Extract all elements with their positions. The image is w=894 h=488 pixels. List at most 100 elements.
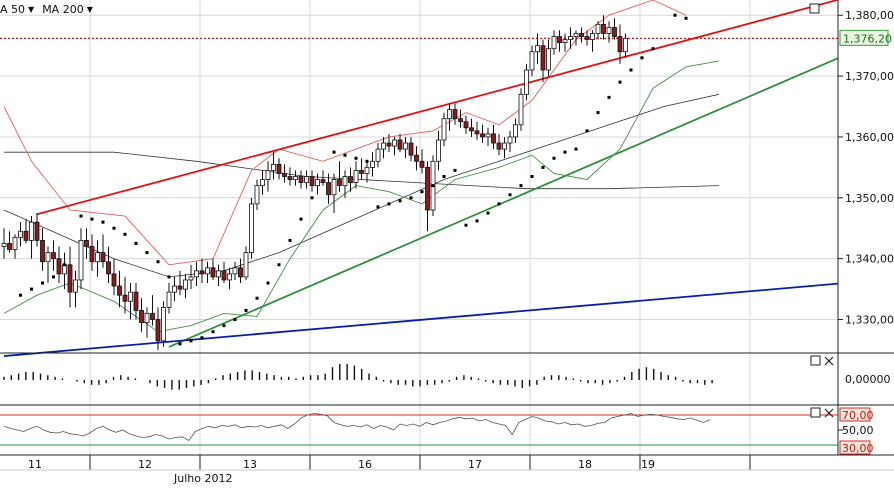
close-icon[interactable] (824, 356, 834, 366)
candle-down (557, 36, 562, 44)
candle-down (612, 26, 617, 37)
candle-down (221, 270, 227, 281)
candle-up (403, 142, 408, 150)
candle-down (106, 261, 111, 275)
candle-up (375, 148, 381, 162)
candle-up (216, 270, 221, 278)
price-marker-box (839, 29, 889, 46)
candle-down (34, 221, 40, 241)
sar-dot (519, 184, 523, 188)
ma50-dropdown[interactable]: A 50 ▼ (0, 3, 34, 16)
window-icon[interactable] (810, 355, 821, 366)
sar-dot (310, 196, 314, 200)
candle-up (205, 267, 210, 275)
sar-dot (442, 175, 446, 178)
candle-up (18, 230, 23, 238)
close-icon[interactable] (824, 408, 834, 418)
candle-up (144, 313, 150, 323)
sar-dot (354, 156, 358, 160)
sar-dot (233, 318, 237, 322)
candle-up (243, 252, 249, 278)
window-icon[interactable] (810, 407, 821, 418)
ma200-dropdown[interactable]: MA 200 ▼ (42, 3, 93, 16)
sar-dot (299, 217, 303, 221)
candle-up (441, 118, 447, 141)
candle-down (67, 264, 73, 293)
candle-down (23, 230, 29, 241)
candle-up (265, 170, 271, 180)
sar-dot (607, 95, 611, 99)
candle-up (194, 270, 199, 278)
ma-50-line (3, 93, 720, 278)
candle-up (12, 236, 18, 250)
rsi-level-30: 30,00 (842, 442, 874, 455)
resistance-trend-line[interactable] (36, 0, 839, 216)
candle-down (425, 166, 430, 211)
candle-up (331, 179, 337, 196)
candle-down (458, 118, 463, 123)
candle-up (364, 166, 370, 174)
sar-dot (497, 202, 501, 206)
window-icon[interactable] (809, 3, 820, 14)
candle-down (40, 240, 45, 263)
x-tick-label: 18 (578, 458, 592, 471)
candle-up (188, 276, 194, 281)
candle-up (161, 306, 166, 342)
candle-up (293, 176, 298, 180)
sar-dot (618, 80, 622, 84)
candle-up (1, 243, 7, 247)
ma50-label: A 50 (0, 2, 26, 16)
y-tick-label: 1,380,00 (845, 9, 894, 22)
rsi-line (3, 413, 711, 442)
ma-200-line (4, 151, 720, 190)
sar-dot (211, 330, 215, 334)
sar-dot (629, 68, 633, 72)
sar-dot (123, 232, 127, 236)
sar-dot (189, 339, 193, 343)
sar-dot (398, 199, 402, 203)
sar-dot (596, 111, 600, 115)
candle-up (513, 124, 518, 138)
candle-down (89, 246, 95, 263)
candle-up (573, 33, 579, 37)
labels: 1,376,20 0,00000 70,00 50,00 30,00 Julho… (173, 32, 892, 485)
candle-up (595, 23, 601, 34)
sar-dot (63, 263, 66, 267)
close-icon-stroke (824, 356, 834, 366)
x-tick-label: 13 (243, 458, 257, 471)
candle-up (551, 36, 557, 50)
sar-dot (651, 47, 655, 51)
candle-down (491, 133, 496, 144)
long_trend-trend-line[interactable] (3, 282, 839, 357)
candle-up (507, 136, 513, 144)
candle-down (386, 142, 392, 147)
candle-up (562, 39, 568, 44)
candle-up (183, 279, 188, 290)
sar-dot (41, 281, 44, 285)
candle-up (128, 291, 133, 302)
candle-up (249, 203, 254, 253)
candle-down (397, 139, 403, 150)
candle-down (238, 267, 243, 278)
support-trend-line[interactable] (168, 57, 839, 348)
candle-up (95, 252, 100, 263)
candle-down (51, 252, 56, 260)
candle-down (56, 258, 62, 275)
candle-up (370, 160, 375, 168)
sar-dot (79, 214, 83, 218)
candle-down (133, 291, 139, 311)
candle-down (540, 45, 546, 71)
candle-down (177, 285, 183, 290)
sar-dot (244, 308, 248, 312)
candle-down (298, 176, 304, 183)
candle-down (117, 285, 122, 296)
candle-down (463, 121, 469, 129)
sar-dot (409, 196, 413, 200)
x-tick-label: 11 (28, 458, 42, 471)
y-tick-label: 1,330,00 (845, 314, 894, 327)
x-tick-label: 12 (138, 458, 152, 471)
month-label: Julho 2012 (173, 472, 232, 485)
chevron-down-icon: ▼ (28, 4, 35, 14)
sar-dot (156, 260, 160, 264)
